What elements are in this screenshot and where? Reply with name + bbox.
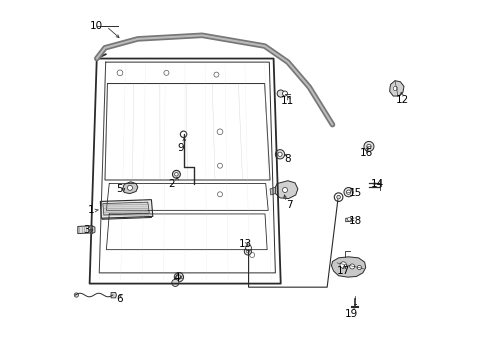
Circle shape: [245, 248, 251, 255]
Text: 12: 12: [395, 95, 409, 105]
Circle shape: [172, 170, 180, 178]
Text: 9: 9: [177, 143, 184, 153]
Text: 17: 17: [337, 266, 350, 276]
Polygon shape: [346, 218, 352, 222]
Polygon shape: [101, 202, 151, 219]
Circle shape: [246, 250, 249, 253]
Circle shape: [357, 265, 362, 270]
Polygon shape: [111, 293, 117, 298]
Circle shape: [275, 150, 285, 159]
Text: 6: 6: [116, 294, 122, 303]
Circle shape: [334, 193, 343, 202]
Circle shape: [337, 195, 341, 199]
Polygon shape: [78, 226, 92, 234]
Text: 1: 1: [87, 205, 94, 215]
Text: 18: 18: [348, 216, 362, 226]
Text: 13: 13: [238, 239, 252, 249]
Circle shape: [283, 188, 288, 193]
Text: 10: 10: [90, 21, 103, 31]
Circle shape: [218, 163, 222, 168]
Text: 19: 19: [345, 309, 358, 319]
Polygon shape: [331, 257, 366, 277]
Text: 16: 16: [360, 148, 373, 158]
Text: 7: 7: [286, 200, 292, 210]
Circle shape: [249, 252, 255, 257]
Text: 5: 5: [116, 184, 122, 194]
Polygon shape: [275, 181, 298, 199]
Circle shape: [350, 264, 355, 269]
Polygon shape: [390, 81, 404, 96]
Circle shape: [367, 144, 371, 149]
Circle shape: [245, 245, 251, 251]
Circle shape: [277, 90, 284, 97]
Text: 11: 11: [281, 96, 294, 107]
Circle shape: [177, 275, 181, 279]
Circle shape: [174, 172, 178, 176]
Polygon shape: [103, 202, 149, 215]
Circle shape: [214, 72, 219, 77]
Circle shape: [217, 129, 223, 135]
Circle shape: [364, 141, 374, 152]
Text: 14: 14: [370, 179, 384, 189]
Circle shape: [117, 70, 123, 76]
Polygon shape: [92, 226, 95, 234]
Circle shape: [347, 217, 351, 221]
Circle shape: [278, 152, 282, 157]
Circle shape: [180, 131, 187, 138]
Circle shape: [74, 293, 78, 297]
Circle shape: [164, 70, 169, 75]
Polygon shape: [270, 187, 275, 195]
Polygon shape: [100, 200, 153, 218]
Circle shape: [218, 192, 222, 197]
Circle shape: [174, 273, 184, 282]
Circle shape: [340, 262, 346, 268]
Text: 8: 8: [285, 154, 291, 163]
Text: 2: 2: [169, 179, 175, 189]
Circle shape: [172, 279, 179, 287]
Text: 4: 4: [174, 273, 180, 283]
Polygon shape: [122, 182, 138, 194]
Circle shape: [283, 91, 288, 96]
Circle shape: [346, 190, 351, 194]
Circle shape: [393, 86, 397, 91]
Text: 15: 15: [348, 188, 362, 198]
Circle shape: [127, 185, 132, 190]
Text: 3: 3: [83, 225, 89, 235]
Circle shape: [344, 188, 353, 197]
